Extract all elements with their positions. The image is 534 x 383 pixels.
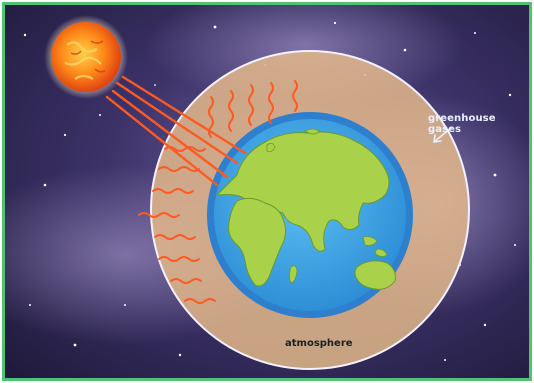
sun-icon (44, 15, 128, 99)
greenhouse-gases-label: greenhouse gases (428, 113, 496, 135)
earth-globe-icon (207, 112, 413, 318)
pointer-arrow-icon (433, 127, 452, 143)
heat-wave-icon (138, 80, 298, 304)
atmosphere-label: atmosphere (285, 338, 353, 349)
greenhouse-effect-scene (5, 5, 529, 378)
